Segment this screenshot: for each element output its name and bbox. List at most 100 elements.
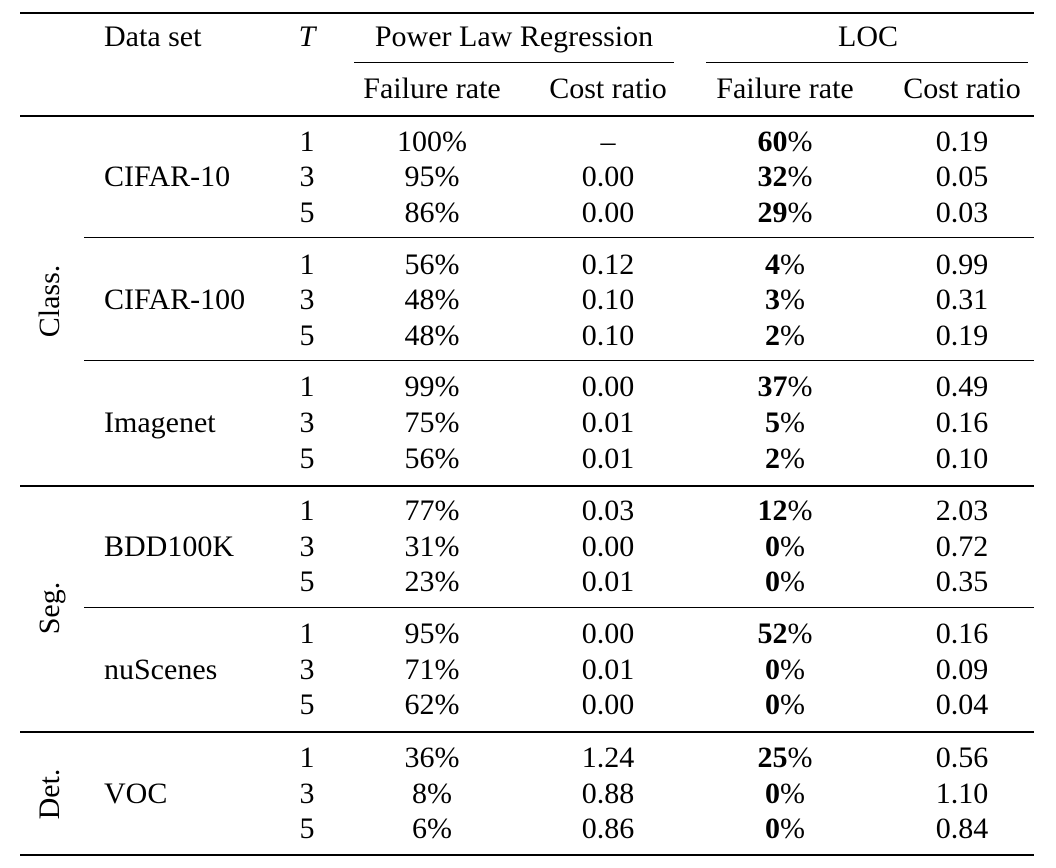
loc-failure-value: 0	[765, 530, 780, 563]
loc-failure-value: 0	[765, 653, 780, 686]
cell-plr-failure-rate: 100%	[397, 125, 467, 158]
cell-plr-failure-rate: 86%	[404, 196, 460, 229]
cell-loc-failure-rate: 3%	[765, 282, 805, 318]
cell-plr-failure-rate: 48%	[404, 283, 460, 316]
cell-t: 3	[299, 160, 315, 193]
cell-plr-cost-ratio: 0.00	[581, 160, 635, 193]
cell-loc-failure-rate: 2%	[765, 441, 805, 477]
percent-sign: %	[787, 741, 813, 774]
block-rule	[84, 607, 1034, 608]
top-rule	[20, 12, 1034, 14]
cell-plr-failure-rate: 23%	[404, 565, 460, 598]
cell-loc-cost-ratio: 2.03	[935, 494, 989, 527]
cell-t: 1	[299, 494, 315, 527]
loc-failure-value: 0	[765, 688, 780, 721]
percent-sign: %	[787, 494, 813, 527]
cell-loc-failure-rate: 4%	[765, 247, 805, 283]
cell-t: 3	[299, 777, 315, 810]
header-dataset: Data set	[104, 20, 202, 53]
group-rule	[20, 731, 1034, 733]
cell-loc-failure-rate: 12%	[758, 493, 813, 529]
loc-failure-value: 4	[765, 248, 780, 281]
group-label: Seg.	[33, 581, 66, 635]
cell-loc-cost-ratio: 0.72	[935, 530, 989, 563]
percent-sign: %	[787, 196, 813, 229]
loc-failure-value: 25	[757, 741, 788, 774]
percent-sign: %	[780, 653, 805, 686]
cell-plr-failure-rate: 95%	[404, 617, 460, 650]
percent-sign: %	[780, 248, 805, 281]
cell-t: 1	[299, 370, 315, 403]
loc-failure-value: 3	[765, 283, 780, 316]
cell-loc-failure-rate: 29%	[758, 195, 813, 231]
loc-failure-value: 2	[765, 442, 780, 475]
header-loc-failure-rate: Failure rate	[716, 72, 854, 105]
dataset-name: CIFAR-100	[104, 283, 246, 316]
dataset-name: CIFAR-10	[104, 160, 231, 193]
plr-cmidrule	[354, 62, 674, 63]
cell-plr-failure-rate: 75%	[404, 406, 460, 439]
cell-t: 3	[299, 530, 315, 563]
cell-plr-failure-rate: 31%	[404, 530, 460, 563]
cell-t: 3	[299, 406, 315, 439]
percent-sign: %	[780, 319, 805, 352]
cell-loc-failure-rate: 52%	[758, 616, 813, 652]
percent-sign: %	[780, 688, 805, 721]
cell-t: 5	[299, 565, 315, 598]
loc-failure-value: 29	[757, 196, 788, 229]
header-rule	[20, 115, 1034, 117]
header-plr-failure-rate: Failure rate	[363, 72, 501, 105]
dataset-name: BDD100K	[104, 530, 235, 563]
cell-loc-cost-ratio: 0.04	[935, 688, 989, 721]
percent-sign: %	[780, 442, 805, 475]
cell-plr-cost-ratio: 0.01	[581, 442, 635, 475]
cell-plr-cost-ratio: –	[600, 125, 616, 158]
cell-loc-cost-ratio: 0.19	[935, 125, 989, 158]
cell-loc-cost-ratio: 0.56	[935, 741, 989, 774]
cell-t: 5	[299, 319, 315, 352]
cell-loc-failure-rate: 37%	[758, 369, 813, 405]
percent-sign: %	[780, 283, 805, 316]
loc-failure-value: 0	[765, 565, 780, 598]
header-power-law-regression: Power Law Regression	[374, 20, 654, 53]
percent-sign: %	[787, 160, 813, 193]
cell-t: 5	[299, 196, 315, 229]
dataset-name: nuScenes	[104, 653, 218, 686]
cell-loc-cost-ratio: 0.16	[935, 406, 989, 439]
cell-loc-cost-ratio: 0.99	[935, 248, 989, 281]
cell-loc-failure-rate: 0%	[765, 529, 805, 565]
cell-plr-cost-ratio: 0.01	[581, 406, 635, 439]
cell-plr-cost-ratio: 0.10	[581, 319, 635, 352]
percent-sign: %	[780, 406, 805, 439]
cell-loc-failure-rate: 32%	[758, 159, 813, 195]
percent-sign: %	[787, 370, 813, 403]
cell-loc-cost-ratio: 0.09	[935, 653, 989, 686]
cell-loc-failure-rate: 2%	[765, 318, 805, 354]
cell-loc-cost-ratio: 0.49	[935, 370, 989, 403]
percent-sign: %	[780, 565, 805, 598]
cell-t: 1	[299, 248, 315, 281]
loc-failure-value: 12	[757, 494, 788, 527]
cell-loc-cost-ratio: 0.05	[935, 160, 989, 193]
cell-plr-cost-ratio: 0.03	[581, 494, 635, 527]
cell-plr-cost-ratio: 0.01	[581, 653, 635, 686]
cell-plr-cost-ratio: 0.00	[581, 688, 635, 721]
cell-loc-failure-rate: 0%	[765, 811, 805, 847]
cell-plr-cost-ratio: 0.01	[581, 565, 635, 598]
cell-loc-failure-rate: 0%	[765, 776, 805, 812]
block-rule	[84, 360, 1034, 361]
cell-plr-cost-ratio: 0.00	[581, 370, 635, 403]
cell-plr-failure-rate: 62%	[404, 688, 460, 721]
cell-loc-cost-ratio: 0.03	[935, 196, 989, 229]
cell-loc-cost-ratio: 0.16	[935, 617, 989, 650]
cell-t: 1	[299, 617, 315, 650]
cell-plr-failure-rate: 99%	[404, 370, 460, 403]
cell-plr-cost-ratio: 0.86	[581, 812, 635, 845]
dataset-name: VOC	[104, 777, 168, 810]
cell-plr-cost-ratio: 0.00	[581, 196, 635, 229]
block-rule	[84, 237, 1034, 238]
cell-plr-failure-rate: 56%	[404, 248, 460, 281]
cell-loc-failure-rate: 0%	[765, 687, 805, 723]
group-label: Class.	[33, 264, 66, 337]
cell-t: 5	[299, 688, 315, 721]
